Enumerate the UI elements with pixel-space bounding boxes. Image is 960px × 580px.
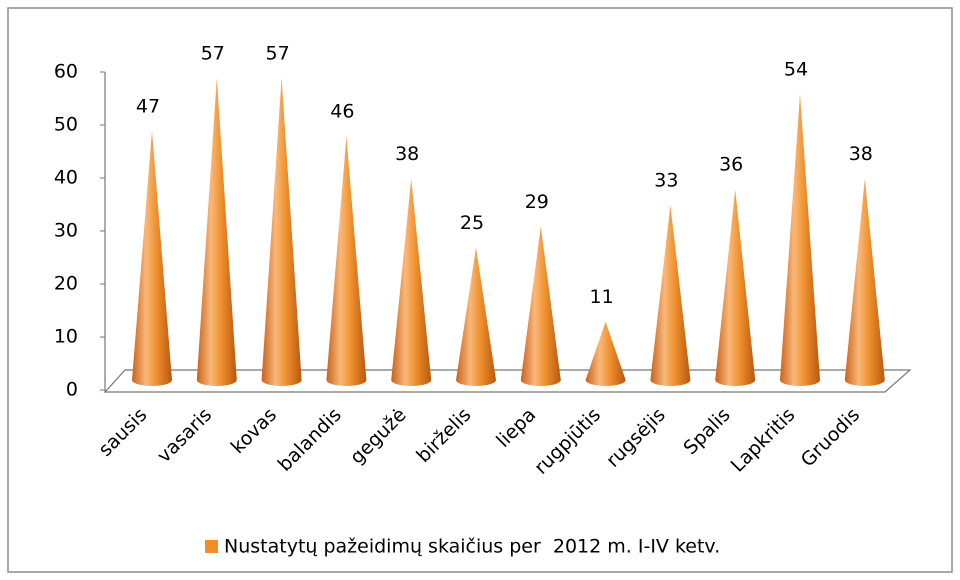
floor: [103, 369, 912, 393]
cone: [585, 321, 626, 386]
value-label: 54: [784, 58, 808, 80]
cone: [196, 77, 237, 387]
value-label: 38: [849, 143, 873, 165]
value-label: 29: [525, 191, 549, 213]
y-tick-label: 30: [54, 220, 78, 242]
cone: [780, 93, 820, 387]
cone: [326, 136, 367, 386]
cone: [391, 178, 432, 386]
cone: [715, 189, 756, 386]
y-tick-label: 50: [54, 114, 78, 136]
cone: [261, 77, 302, 387]
value-label: 25: [460, 212, 484, 234]
value-label: 33: [654, 170, 678, 192]
value-label: 57: [266, 42, 290, 64]
cone: [456, 247, 496, 386]
value-label: 38: [395, 143, 419, 165]
y-tick-label: 10: [54, 326, 78, 348]
legend-label: Nustatytų pažeidimų skaičius per 2012 m.…: [224, 536, 720, 558]
y-tick-label: 40: [54, 167, 78, 189]
value-label: 36: [719, 154, 743, 176]
y-tick-label: 20: [54, 273, 78, 295]
y-tick-label: 60: [54, 61, 78, 83]
cone: [520, 226, 561, 386]
cone: [650, 205, 691, 386]
cone: [844, 178, 885, 386]
y-tick-label: 0: [66, 379, 78, 401]
value-label: 57: [201, 42, 225, 64]
value-label: 47: [136, 95, 160, 117]
value-label: 11: [590, 286, 614, 308]
value-label: 46: [330, 101, 354, 123]
cone: [132, 130, 172, 386]
legend-swatch: [205, 540, 218, 553]
